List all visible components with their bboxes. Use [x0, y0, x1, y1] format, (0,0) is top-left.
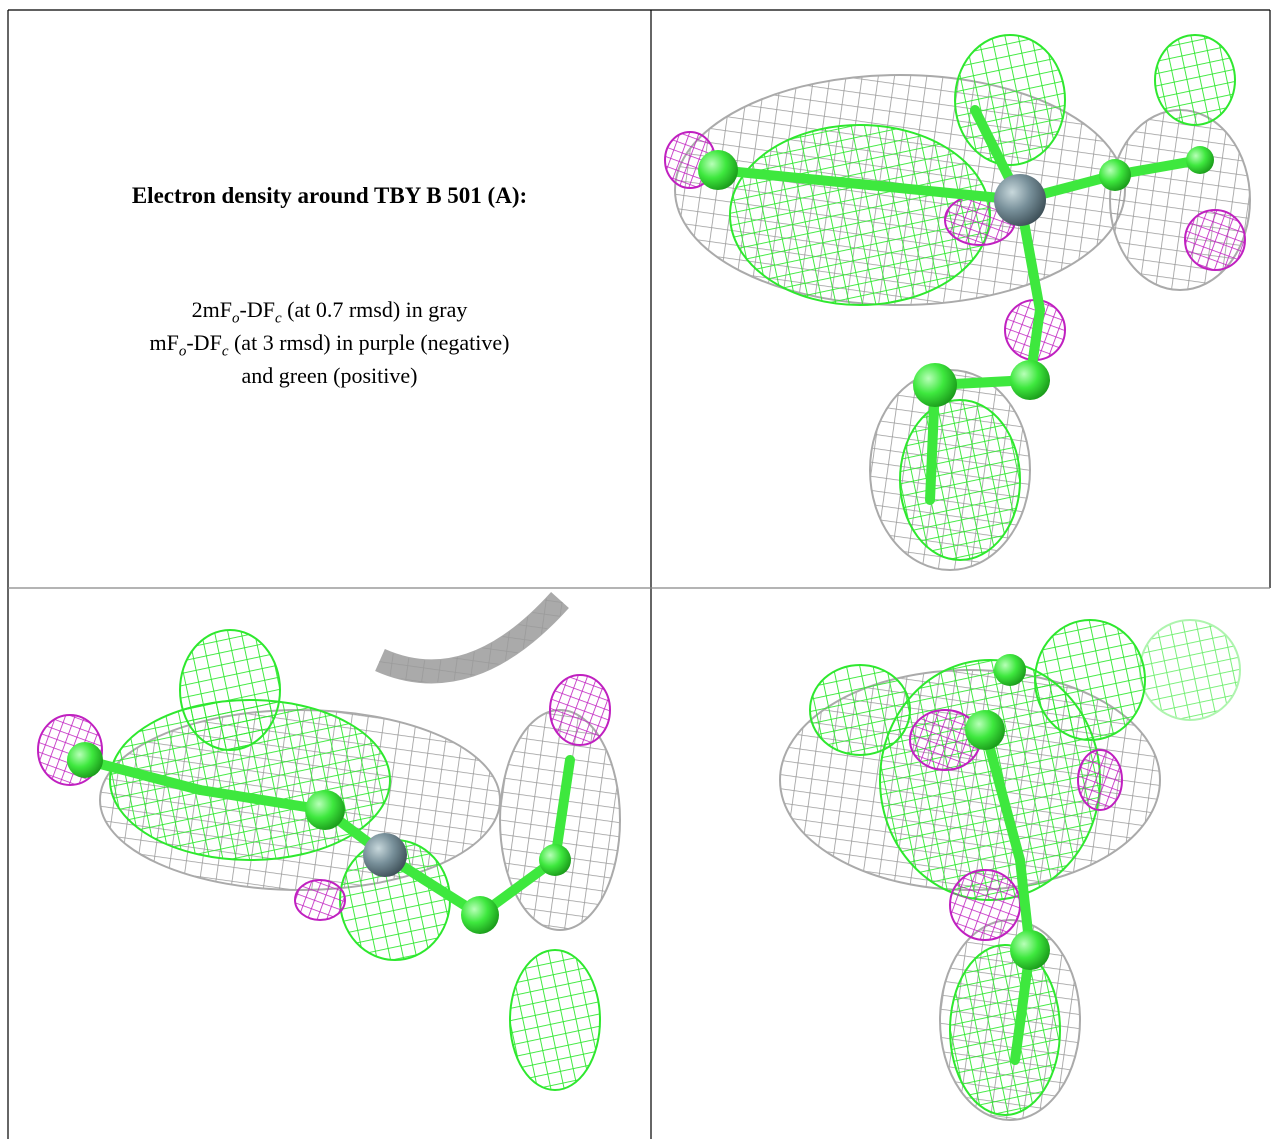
page: {"caption": {"title": "Electron density …	[0, 0, 1278, 1139]
density-view-3	[780, 620, 1240, 1120]
subscript: c	[275, 310, 282, 326]
caption-text: (at 3 rmsd) in purple (negative)	[228, 330, 509, 355]
caption-text: and green (positive)	[242, 363, 418, 388]
caption-line: and green (positive)	[9, 363, 650, 389]
caption-title: Electron density around TBY B 501 (A):	[9, 183, 650, 209]
caption-line: mFo-DFc (at 3 rmsd) in purple (negative)	[9, 330, 650, 360]
caption-text: 2mF	[192, 297, 232, 322]
caption-text: mF	[150, 330, 179, 355]
caption-text: -DF	[240, 297, 275, 322]
caption-text: -DF	[186, 330, 221, 355]
subscript: o	[232, 310, 240, 326]
caption-line: 2mFo-DFc (at 0.7 rmsd) in gray	[9, 297, 650, 327]
density-view-2	[38, 600, 620, 1090]
density-view-1	[665, 35, 1250, 570]
caption-text: (at 0.7 rmsd) in gray	[282, 297, 468, 322]
caption-cell: Electron density around TBY B 501 (A): 2…	[9, 11, 650, 587]
